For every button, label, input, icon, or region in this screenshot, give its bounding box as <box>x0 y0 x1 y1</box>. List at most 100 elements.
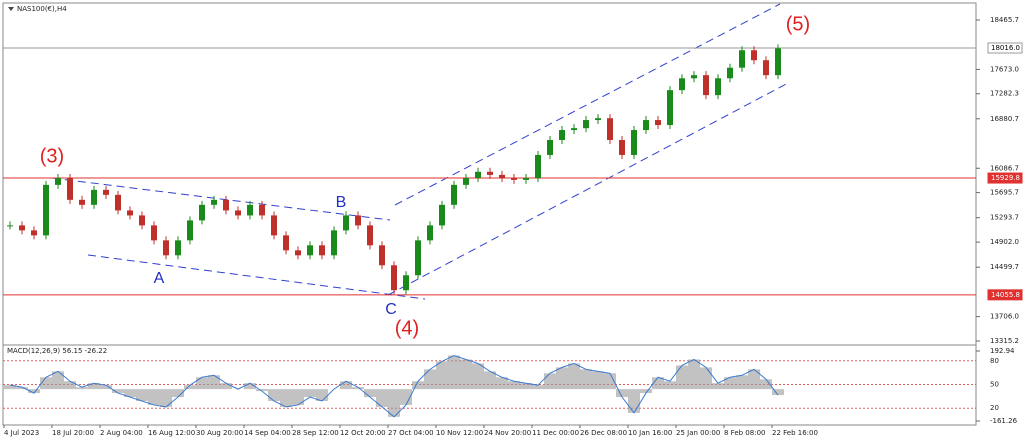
channel-line <box>87 254 426 300</box>
x-tick-label: 14 Sep 04:00 <box>244 429 291 437</box>
macd-bar <box>196 377 208 390</box>
macd-bar <box>100 385 112 390</box>
candle <box>655 120 661 126</box>
y2-tick-label: 50 <box>990 381 999 389</box>
macd-bar <box>436 361 448 390</box>
candle <box>667 90 673 126</box>
candle <box>67 178 73 200</box>
candle <box>415 240 421 276</box>
menu-arrow <box>8 7 14 11</box>
candle <box>367 225 373 246</box>
macd-bar <box>88 383 100 390</box>
macd-bar <box>604 373 616 390</box>
candle <box>103 189 109 195</box>
candle <box>775 48 781 76</box>
macd-bar <box>256 389 268 392</box>
candle <box>715 78 721 96</box>
channel-line <box>51 177 391 221</box>
candle <box>331 230 337 256</box>
macd-bar <box>148 389 160 405</box>
macd-bar <box>676 365 688 390</box>
candle <box>163 240 169 256</box>
candle <box>439 204 445 226</box>
x-tick-label: 26 Dec 08:00 <box>580 429 627 437</box>
candle <box>379 245 385 266</box>
macd-bar <box>16 387 28 390</box>
candle <box>619 140 625 155</box>
x-tick-label: 4 Jul 2023 <box>4 429 39 437</box>
candle <box>307 245 313 256</box>
candle <box>319 245 325 256</box>
macd-bar <box>664 381 676 390</box>
macd-bar <box>688 359 700 390</box>
candle <box>463 178 469 185</box>
y2-tick-label: 20 <box>990 404 999 412</box>
macd-bar <box>304 389 316 398</box>
macd-bar <box>424 369 436 390</box>
candle <box>175 240 181 256</box>
candle <box>43 184 49 236</box>
y-tick-label: 13315.2 <box>990 337 1019 345</box>
candle <box>403 275 409 291</box>
candle <box>631 130 637 155</box>
x-tick-label: 10 Nov 12:00 <box>436 429 483 437</box>
macd-bar <box>460 359 472 390</box>
wave-label: A <box>154 270 165 287</box>
x-tick-label: 16 Aug 12:00 <box>148 429 195 437</box>
y-tick-label: 14902.0 <box>990 238 1019 246</box>
candle <box>343 215 349 231</box>
candle <box>559 130 565 141</box>
macd-bar <box>580 369 592 390</box>
candle <box>739 50 745 68</box>
wave-label: (5) <box>786 13 810 35</box>
y-tick-label: 16086.7 <box>990 164 1019 172</box>
candle <box>451 184 457 205</box>
candle <box>595 118 601 121</box>
macd-bar <box>628 389 640 413</box>
candle <box>571 128 577 131</box>
candle <box>211 199 217 205</box>
macd-bar <box>640 389 652 394</box>
candle <box>79 199 85 205</box>
macd-bar <box>508 381 520 390</box>
y-tick-label: 17282.3 <box>990 90 1019 98</box>
candle <box>487 171 493 175</box>
macd-bar <box>556 367 568 390</box>
macd-bar <box>40 377 52 390</box>
candle <box>583 120 589 129</box>
wave-label: (3) <box>40 145 64 167</box>
candle <box>187 220 193 241</box>
x-tick-label: 30 Aug 20:00 <box>196 429 243 437</box>
price-box-label: 15929.8 <box>991 174 1020 182</box>
macd-bar <box>760 379 772 390</box>
macd-bar <box>520 383 532 390</box>
macd-bar <box>268 389 280 401</box>
macd-bar <box>136 389 148 401</box>
macd-bar <box>64 381 76 390</box>
candle <box>643 120 649 131</box>
macd-bar <box>472 363 484 390</box>
macd-bar <box>388 389 400 417</box>
y-tick-label: 18465.7 <box>990 16 1019 24</box>
macd-bar <box>352 387 364 390</box>
macd-bar <box>568 363 580 390</box>
candle <box>523 178 529 180</box>
candle <box>283 235 289 251</box>
macd-bar <box>172 389 184 398</box>
y-tick-label: 16880.7 <box>990 115 1019 123</box>
candle <box>679 78 685 91</box>
x-tick-label: 28 Sep 12:00 <box>292 429 339 437</box>
wave-label: B <box>336 194 347 211</box>
macd-bar <box>124 389 136 398</box>
macd-bar <box>484 371 496 390</box>
y-tick-label: 13706.0 <box>990 313 1019 321</box>
macd-bar <box>112 389 124 394</box>
macd-tick-label: 192.94 <box>990 347 1015 355</box>
candle <box>499 174 505 179</box>
price-box <box>987 289 1023 301</box>
macd-bar <box>448 355 460 390</box>
candle <box>427 225 433 241</box>
macd-bar <box>184 385 196 390</box>
macd-bar <box>76 387 88 390</box>
